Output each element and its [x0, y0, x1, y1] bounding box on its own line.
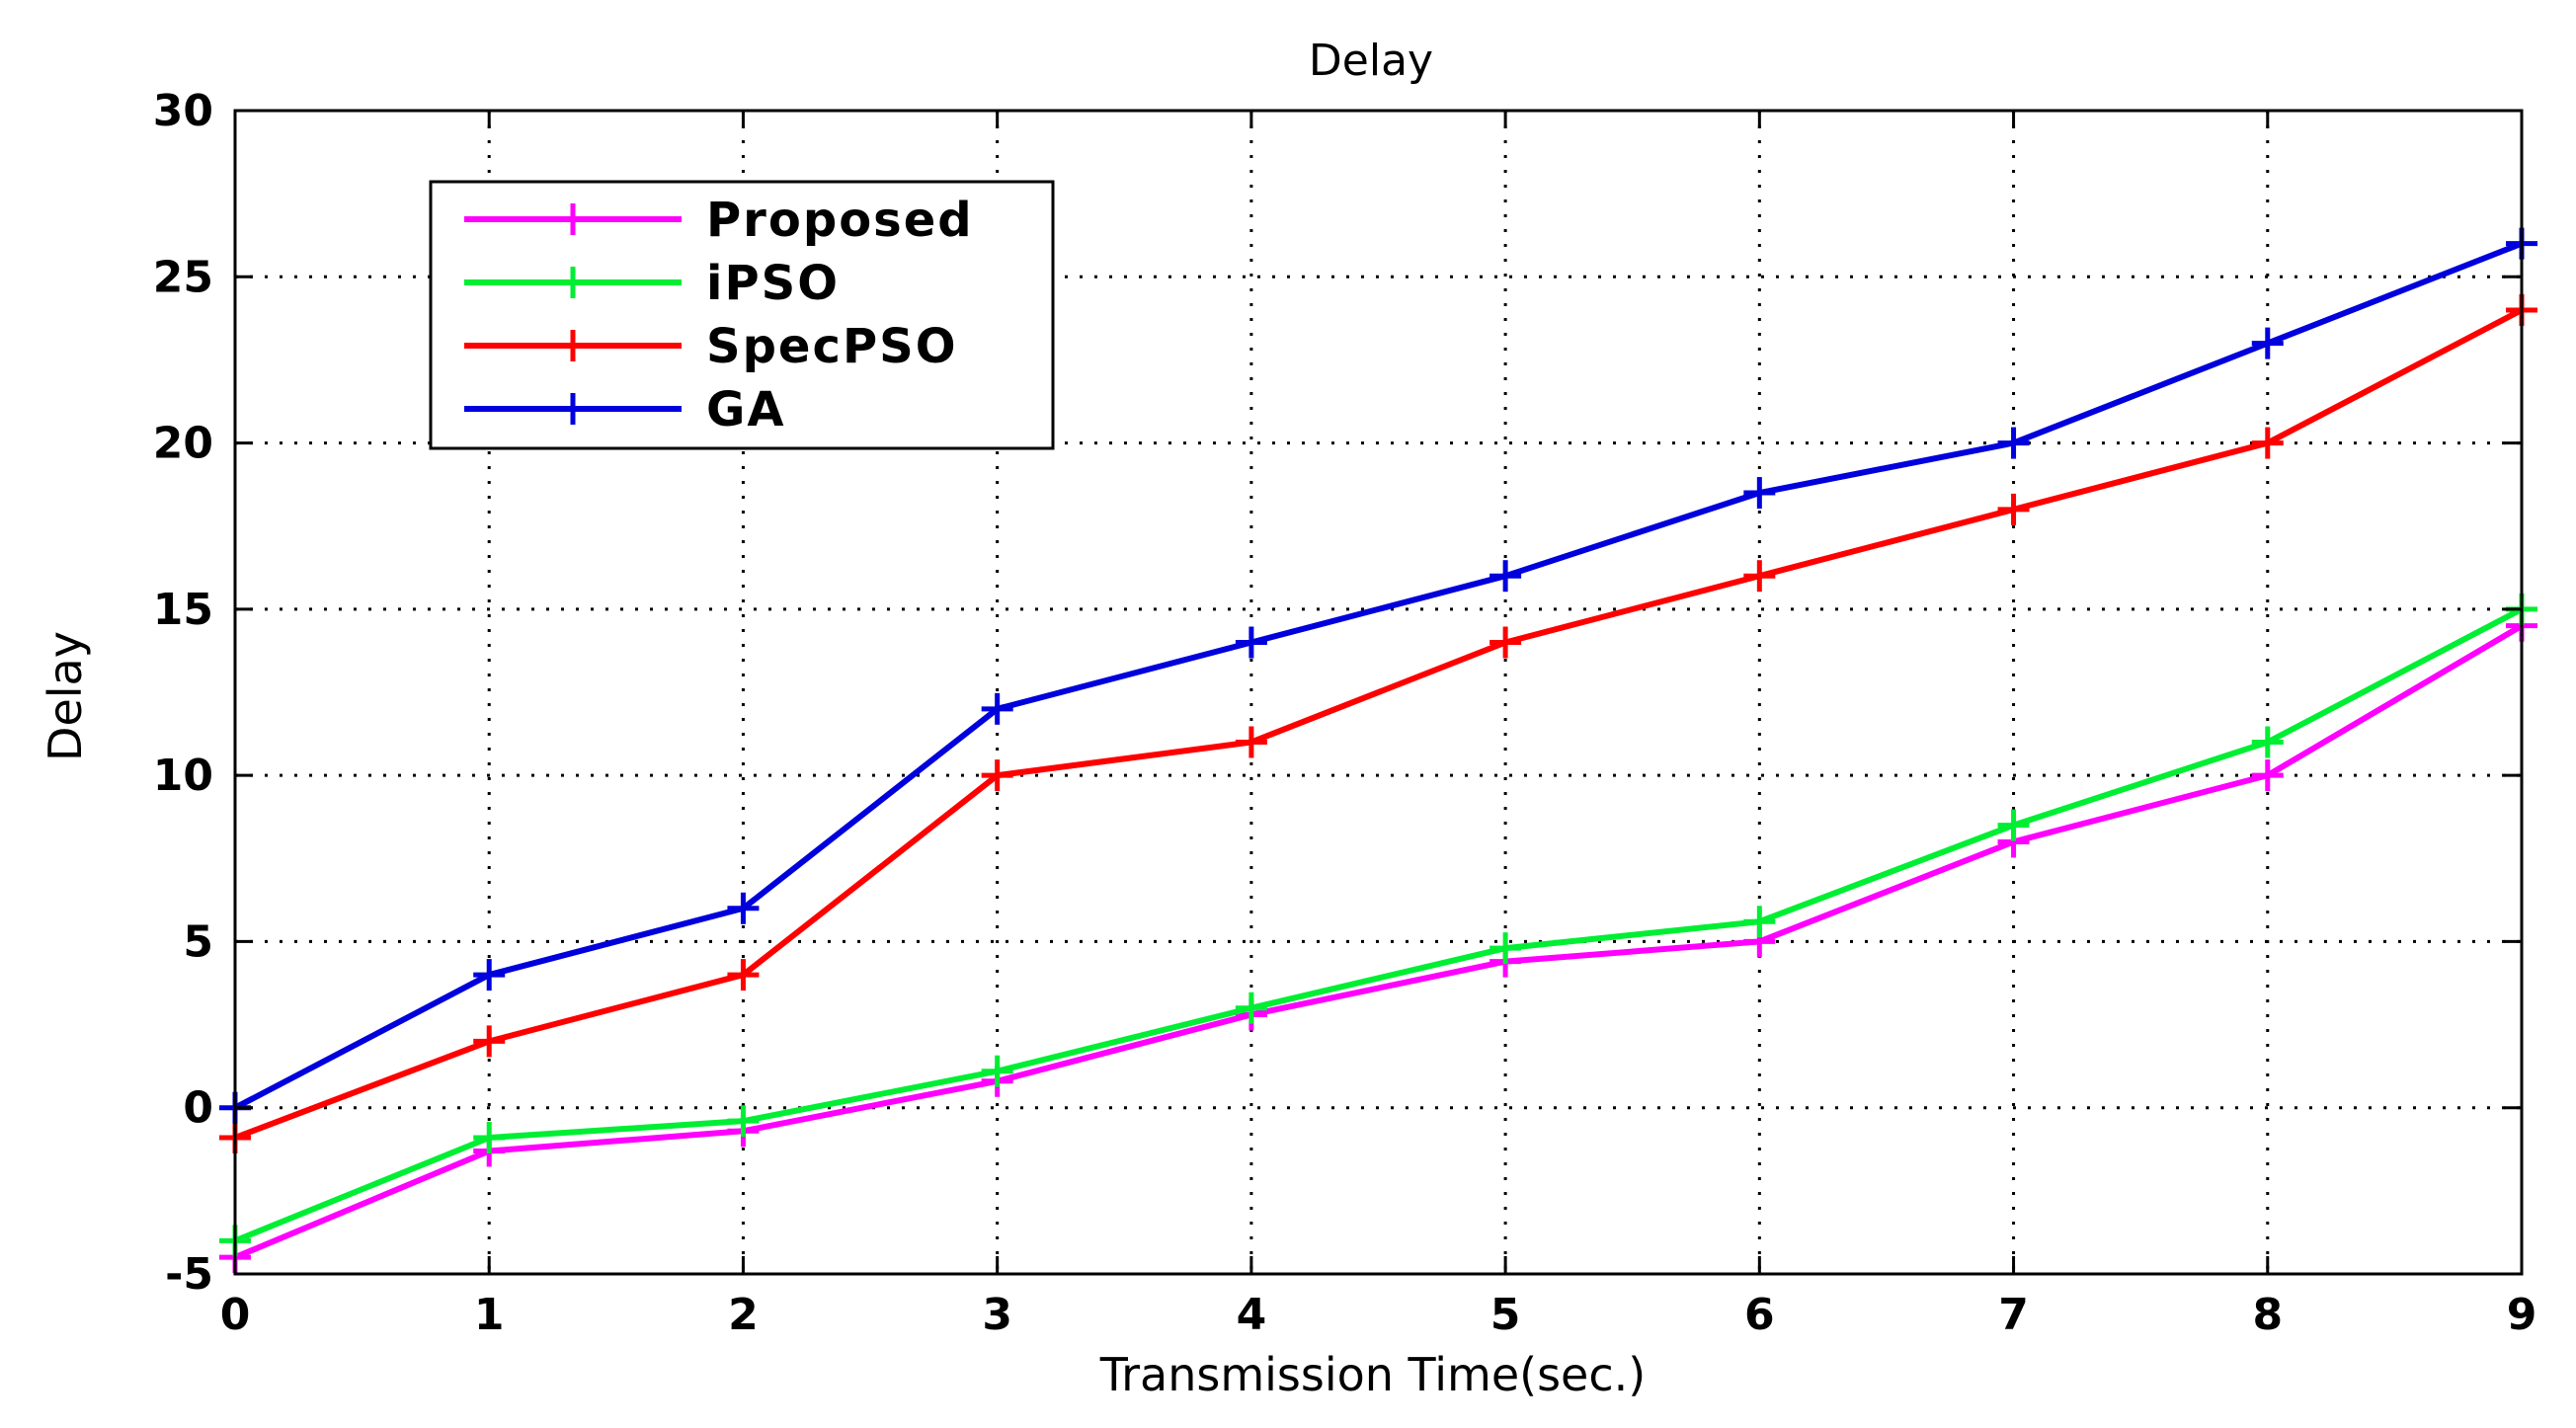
data-point-ga	[1235, 626, 1267, 659]
series-line-ga	[233, 240, 2524, 1111]
plot-area-frame	[233, 109, 2524, 1276]
data-point-specpso	[1489, 626, 1522, 659]
y-tick-label: 20	[153, 419, 213, 469]
data-point-ipso	[2251, 726, 2284, 758]
legend-marker-ga	[557, 393, 589, 425]
legend-label-ga: GA	[706, 382, 786, 437]
data-point-specpso	[981, 759, 1013, 792]
data-point-proposed	[2251, 759, 2284, 792]
legend-label-ipso: iPSO	[706, 256, 840, 311]
legend-box	[429, 180, 1055, 450]
x-tick-label: 7	[1998, 1290, 2029, 1340]
chart-title: Delay	[1309, 36, 1433, 86]
data-point-specpso	[727, 959, 760, 992]
data-point-ipso	[1743, 906, 1776, 938]
x-tick-label: 6	[1744, 1290, 1775, 1340]
data-point-specpso	[1997, 493, 2030, 525]
data-point-ga	[2251, 327, 2284, 359]
data-point-specpso	[2251, 427, 2284, 459]
y-axis-label: Delay	[39, 631, 92, 761]
x-tick-label: 9	[2507, 1290, 2537, 1340]
data-point-specpso	[1235, 726, 1267, 758]
y-tick-label: 15	[153, 585, 213, 635]
legend-label-proposed: Proposed	[706, 193, 974, 248]
legend-marker-proposed	[557, 203, 589, 235]
x-tick-label: 1	[474, 1290, 505, 1340]
x-tick-label: 3	[982, 1290, 1012, 1340]
y-tick-label: -5	[165, 1249, 213, 1300]
x-tick-label: 8	[2252, 1290, 2283, 1340]
data-point-ga	[1489, 560, 1522, 593]
data-point-ipso	[981, 1055, 1013, 1087]
data-point-ga	[1997, 427, 2030, 459]
series-layer	[219, 227, 2537, 1274]
data-point-ipso	[1235, 992, 1267, 1024]
data-point-ga	[473, 959, 506, 992]
series-line-specpso	[233, 307, 2524, 1141]
legend-label-specpso: SpecPSO	[706, 319, 958, 374]
data-point-ga	[981, 692, 1013, 725]
data-point-ga	[727, 892, 760, 924]
data-point-ipso	[1489, 932, 1522, 965]
y-tick-label: 5	[183, 916, 213, 967]
legend-marker-specpso	[557, 330, 589, 361]
data-point-ipso	[473, 1122, 506, 1154]
x-axis-label: Transmission Time(sec.)	[1099, 1348, 1646, 1401]
y-tick-label: 10	[153, 751, 213, 801]
data-point-ipso	[727, 1105, 760, 1138]
data-point-specpso	[473, 1025, 506, 1058]
x-tick-label: 0	[220, 1290, 251, 1340]
x-tick-label: 5	[1490, 1290, 1521, 1340]
data-point-ga	[1743, 477, 1776, 510]
y-tick-label: 30	[153, 86, 213, 136]
data-point-ipso	[1997, 809, 2030, 841]
y-tick-label: 25	[153, 252, 213, 302]
series-line-ipso	[233, 606, 2524, 1244]
x-tick-label: 4	[1237, 1290, 1267, 1340]
legend: Proposed iPSO SpecPSO GA	[429, 180, 1055, 450]
legend-marker-ipso	[557, 267, 589, 298]
data-point-specpso	[1743, 560, 1776, 593]
x-tick-label: 2	[728, 1290, 759, 1340]
series-line-proposed	[233, 623, 2524, 1260]
y-tick-label: 0	[183, 1083, 213, 1134]
